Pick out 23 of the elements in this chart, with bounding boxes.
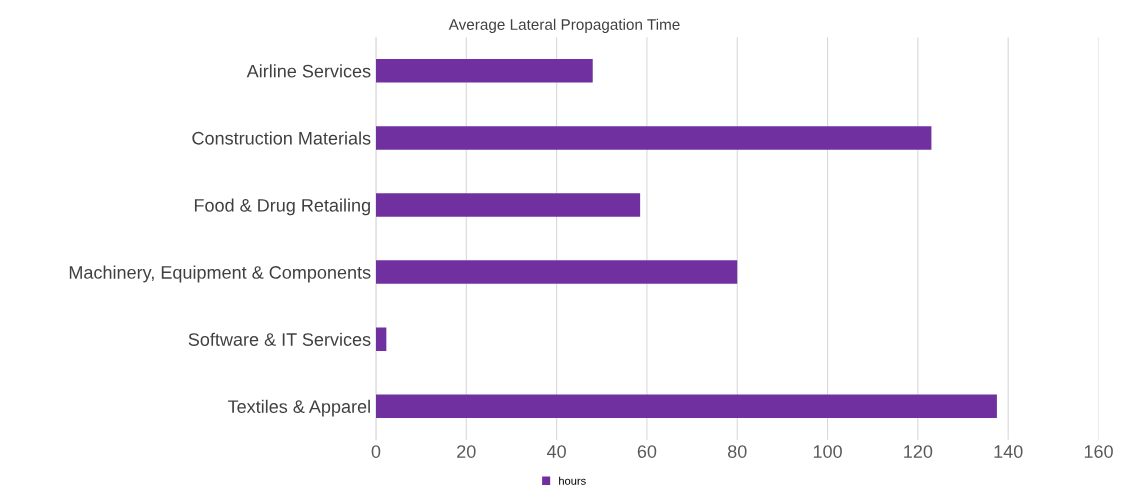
bar — [375, 260, 738, 284]
y-tick-label: Construction Materials — [192, 131, 371, 145]
x-tick-label: 40 — [546, 445, 566, 458]
legend-label: hours — [559, 476, 586, 485]
x-tick-label: 120 — [904, 445, 933, 458]
x-tick-label: 20 — [457, 445, 476, 458]
y-tick-label: Airline Services — [246, 64, 371, 78]
x-tick-label: 80 — [727, 445, 747, 458]
bar — [375, 59, 593, 83]
bar — [375, 193, 641, 217]
x-tick-label: 100 — [813, 445, 842, 458]
y-tick-label: Food & Drug Retailing — [194, 198, 370, 216]
bar — [375, 126, 932, 150]
x-tick-label: 160 — [1084, 445, 1113, 458]
x-tick-label: 0 — [371, 445, 381, 458]
y-tick-label: Textiles & Apparel — [227, 399, 370, 417]
x-tick-label: 60 — [637, 445, 657, 458]
x-tick-label: 140 — [994, 445, 1023, 458]
bar — [375, 394, 997, 419]
bar — [375, 327, 387, 351]
y-tick-label: Machinery, Equipment & Components — [69, 265, 371, 283]
y-tick-label: Software & IT Services — [188, 332, 371, 346]
chart-title: Average Lateral Propagation Time — [448, 18, 680, 33]
